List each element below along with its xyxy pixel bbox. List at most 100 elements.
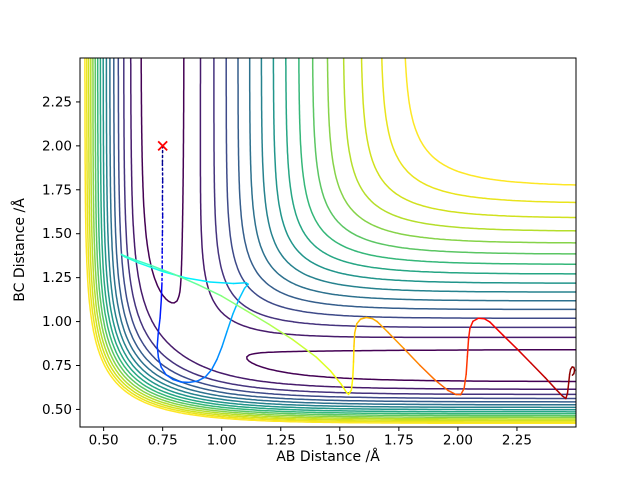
trajectory-segment <box>483 318 491 323</box>
contour-line <box>86 58 576 423</box>
trajectory-segment <box>150 264 176 276</box>
y-tick-label: 1.25 <box>42 270 72 286</box>
contour-line <box>94 58 576 417</box>
trajectory-segment <box>566 382 570 395</box>
trajectory-segment <box>466 338 470 358</box>
y-tick-label: 0.50 <box>42 402 72 418</box>
x-tick-label: 1.00 <box>207 433 237 449</box>
contour-line <box>117 58 576 400</box>
trajectory-segment <box>568 368 572 376</box>
contour-line <box>109 58 576 406</box>
contour-line <box>140 58 576 383</box>
x-tick-label: 0.50 <box>89 433 119 449</box>
trajectory-segment <box>172 378 182 383</box>
trajectory-segment <box>243 283 249 289</box>
trajectory-segment <box>238 287 246 300</box>
x-tick-label: 2.25 <box>502 433 532 449</box>
plot-frame <box>79 57 577 428</box>
trajectory-segment <box>196 376 206 382</box>
x-tick-label: 1.25 <box>266 433 296 449</box>
contour-line <box>92 58 576 419</box>
trajectory-segment <box>268 323 294 341</box>
trajectory-segment <box>340 383 347 393</box>
trajectory-segment <box>571 372 575 376</box>
trajectory-segment <box>185 277 211 283</box>
trajectory-segment <box>472 317 480 322</box>
trajectory-segment <box>544 377 557 391</box>
trajectory-segment <box>459 387 465 396</box>
trajectory-segment <box>376 320 389 334</box>
trajectory-segment <box>371 317 378 323</box>
trajectory-segment <box>220 295 247 311</box>
y-tick-label: 1.50 <box>42 226 72 242</box>
start-marker <box>157 140 168 151</box>
x-tick-label: 0.75 <box>148 433 178 449</box>
contour-line <box>102 58 576 411</box>
y-tick-label: 0.75 <box>42 358 72 374</box>
trajectory-segment <box>216 346 223 361</box>
trajectory-segment <box>465 355 469 376</box>
y-tick-label: 2.00 <box>42 138 72 154</box>
trajectory-segment <box>567 373 571 384</box>
trajectory-segment <box>128 257 152 267</box>
trajectory-segment <box>434 379 449 392</box>
trajectory-segment <box>291 338 317 358</box>
trajectory-segment <box>489 321 504 336</box>
trajectory-segment <box>502 334 518 350</box>
trajectory-segment <box>359 316 368 320</box>
trajectory-segment <box>232 281 247 285</box>
trajectory-segment <box>467 327 471 340</box>
trajectory-segment <box>173 273 199 286</box>
trajectory-segment <box>516 348 532 364</box>
trajectory-segment <box>365 316 374 320</box>
trajectory-segment <box>204 368 213 378</box>
trajectory-segment <box>165 373 174 381</box>
contour-line <box>129 58 576 391</box>
trajectory-segment <box>232 297 240 315</box>
trajectory-segment <box>477 317 486 320</box>
trajectory-segment <box>463 373 467 390</box>
contour-line <box>90 58 576 420</box>
contour-line <box>96 58 576 415</box>
trajectory-segment <box>244 309 270 325</box>
contour-line <box>84 58 576 425</box>
trajectory-segment <box>555 388 564 397</box>
trajectory-segment <box>419 364 437 382</box>
trajectory-start-x-marker <box>157 140 168 151</box>
trajectory-segment <box>565 392 569 400</box>
trajectory-segment <box>138 262 164 273</box>
trajectory-segment <box>188 380 199 384</box>
trajectory-segment <box>530 362 547 379</box>
trajectory-segment <box>159 299 162 319</box>
trajectory-segment <box>469 320 474 329</box>
trajectory-segment <box>352 361 355 379</box>
trajectory-segment <box>197 283 223 297</box>
axis-ticks: 0.50 0.75 1.00 1.25 1.50 1.75 2.00 2.25 0.50 0.75… <box>42 94 532 448</box>
contour-line <box>113 58 576 403</box>
trajectory-segment <box>226 313 234 333</box>
trajectory-segment <box>156 345 160 359</box>
trajectory-segment <box>353 322 358 334</box>
trajectory-path <box>120 145 576 400</box>
trajectory-segment <box>124 256 140 264</box>
trajectory-segment <box>347 389 353 396</box>
x-tick-label: 1.75 <box>384 433 414 449</box>
trajectory-segment <box>402 347 421 367</box>
x-axis-label: AB Distance /Å <box>276 448 380 465</box>
trajectory-segment <box>387 331 405 350</box>
trajectory-segment <box>157 356 162 369</box>
trajectory-segment <box>120 253 131 259</box>
x-tick-label: 2.00 <box>443 433 473 449</box>
trajectory-segment <box>447 389 457 396</box>
contour-line <box>99 58 576 413</box>
y-tick-label: 1.75 <box>42 182 72 198</box>
trajectory-segment <box>350 377 354 391</box>
trajectory-segment <box>156 333 159 347</box>
trajectory-segment <box>160 282 163 302</box>
y-tick-label: 1.00 <box>42 314 72 330</box>
contour-line <box>105 58 576 409</box>
x-tick-label: 1.50 <box>325 433 355 449</box>
trajectory-segment <box>353 332 356 347</box>
